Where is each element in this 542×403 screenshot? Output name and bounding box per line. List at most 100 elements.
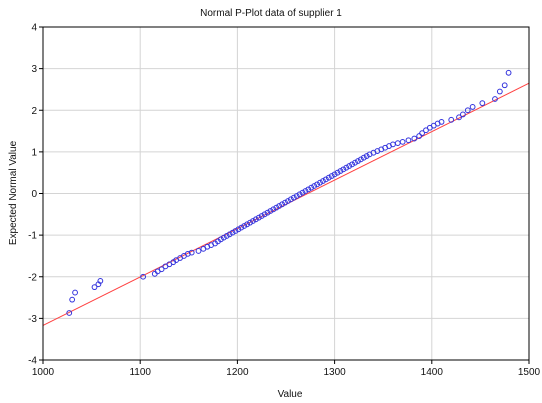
data-point bbox=[184, 250, 191, 257]
data-point bbox=[226, 231, 233, 238]
data-point bbox=[337, 168, 344, 174]
data-point bbox=[241, 223, 248, 229]
data-point bbox=[363, 153, 370, 159]
data-point bbox=[501, 82, 508, 89]
y-tick-label: 3 bbox=[31, 64, 37, 75]
data-point bbox=[355, 158, 361, 164]
data-point bbox=[273, 204, 280, 211]
y-tick-label: -3 bbox=[28, 314, 37, 325]
data-point bbox=[223, 233, 230, 239]
y-tick-label: -1 bbox=[28, 231, 37, 242]
data-point bbox=[399, 138, 406, 145]
data-point bbox=[247, 219, 253, 226]
data-point bbox=[496, 88, 503, 95]
data-point bbox=[232, 228, 239, 234]
data-point bbox=[352, 159, 358, 166]
data-point bbox=[328, 173, 335, 179]
data-point bbox=[229, 229, 236, 236]
data-points bbox=[66, 69, 512, 316]
x-tick-label: 1400 bbox=[421, 367, 444, 378]
chart-title: Normal P-Plot data of supplier 1 bbox=[200, 8, 342, 19]
y-axis-label: Expected Normal Value bbox=[8, 140, 19, 245]
data-point bbox=[317, 179, 323, 186]
data-point bbox=[255, 214, 262, 221]
y-axis-ticks: 4 3 2 1 0 -1 -2 -3 -4 bbox=[28, 23, 43, 367]
data-point bbox=[69, 296, 76, 303]
data-point bbox=[244, 221, 251, 228]
data-point bbox=[220, 234, 227, 241]
data-point bbox=[349, 161, 355, 168]
data-point bbox=[97, 278, 104, 284]
data-point bbox=[340, 166, 347, 173]
x-tick-label: 1100 bbox=[129, 367, 151, 378]
data-point bbox=[360, 154, 367, 161]
data-point bbox=[416, 133, 423, 139]
y-tick-label: 0 bbox=[31, 189, 37, 200]
x-tick-label: 1200 bbox=[226, 367, 249, 378]
data-point bbox=[285, 198, 291, 204]
data-point bbox=[258, 213, 265, 219]
reference-line bbox=[42, 82, 530, 326]
data-point bbox=[66, 310, 73, 316]
y-tick-label: 1 bbox=[31, 147, 37, 158]
data-point bbox=[296, 191, 303, 198]
data-point bbox=[217, 236, 224, 243]
data-point bbox=[158, 266, 165, 273]
data-point bbox=[320, 178, 326, 184]
data-point bbox=[357, 156, 364, 163]
data-point bbox=[438, 119, 445, 125]
x-tick-label: 1500 bbox=[518, 367, 541, 378]
data-point bbox=[238, 224, 245, 231]
data-point bbox=[343, 164, 350, 171]
data-point bbox=[299, 189, 306, 196]
data-point bbox=[188, 249, 195, 256]
data-point bbox=[270, 206, 277, 213]
data-point bbox=[290, 194, 297, 201]
data-point bbox=[305, 186, 312, 193]
data-point bbox=[282, 199, 288, 206]
data-point bbox=[469, 104, 476, 110]
grid-lines bbox=[42, 26, 530, 361]
data-point bbox=[252, 216, 259, 223]
data-point bbox=[267, 208, 274, 214]
data-point bbox=[250, 218, 256, 224]
data-point bbox=[279, 201, 286, 208]
data-point bbox=[479, 100, 486, 107]
data-point bbox=[334, 169, 341, 176]
data-point bbox=[456, 114, 462, 121]
data-point bbox=[492, 96, 498, 102]
y-tick-label: 2 bbox=[31, 106, 37, 117]
data-point bbox=[314, 181, 321, 188]
data-point bbox=[419, 130, 425, 137]
data-point bbox=[276, 203, 283, 209]
data-point bbox=[325, 174, 332, 181]
data-point bbox=[460, 111, 466, 118]
data-point bbox=[394, 140, 401, 147]
y-tick-label: -2 bbox=[28, 272, 37, 283]
y-tick-label: -4 bbox=[28, 356, 37, 367]
data-point bbox=[411, 135, 418, 142]
data-point bbox=[448, 116, 455, 123]
data-point bbox=[195, 248, 202, 254]
data-point bbox=[423, 127, 429, 134]
y-tick-label: 4 bbox=[31, 23, 37, 34]
data-point bbox=[91, 284, 98, 291]
data-point bbox=[72, 289, 78, 296]
x-tick-label: 1000 bbox=[32, 367, 55, 378]
data-point bbox=[346, 163, 353, 169]
x-axis-ticks: 1000 1100 1200 1300 1400 1500 bbox=[32, 360, 541, 378]
reference-line-group bbox=[42, 82, 530, 326]
x-tick-label: 1300 bbox=[323, 367, 346, 378]
data-point bbox=[140, 273, 147, 280]
data-point bbox=[331, 171, 338, 178]
x-axis-label: Value bbox=[278, 389, 303, 400]
data-point bbox=[264, 209, 271, 216]
data-point bbox=[311, 183, 318, 189]
data-point bbox=[293, 193, 300, 199]
data-point bbox=[308, 184, 315, 191]
data-point bbox=[302, 188, 309, 194]
data-point bbox=[287, 196, 294, 203]
data-point bbox=[505, 69, 512, 76]
data-point bbox=[235, 226, 242, 233]
